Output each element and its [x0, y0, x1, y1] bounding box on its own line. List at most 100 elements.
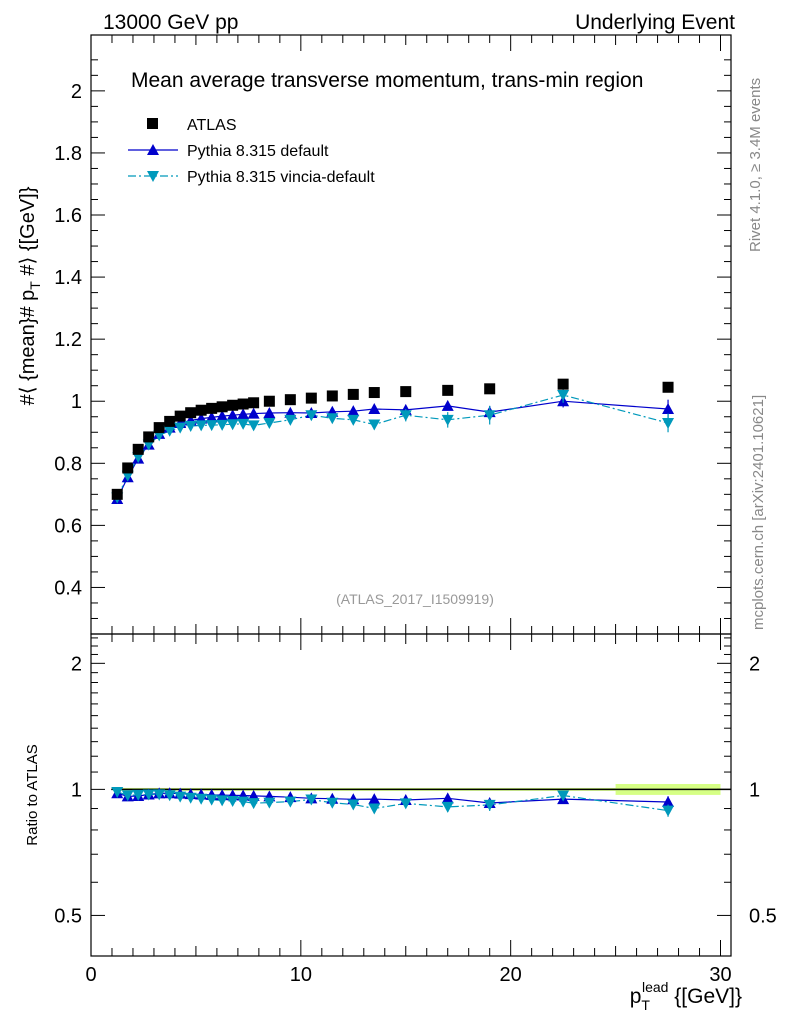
default-point — [263, 407, 276, 419]
ratio-vincia-point — [557, 790, 570, 802]
main-panel: 0.4 0.6 0.8 1 1.2 1.4 1.6 1.8 2 Mean average tra… — [17, 34, 732, 635]
ratio-vincia-point — [142, 789, 155, 801]
vincia-point — [163, 425, 176, 437]
ratio-y-axis-label: Ratio to ATLAS — [24, 744, 41, 845]
default-point — [368, 402, 381, 414]
legend-marker-default — [147, 144, 159, 155]
ratio-vincia-point — [111, 786, 124, 798]
ratio-y-tick-label: 2 — [71, 653, 82, 675]
ratio-vincia-point — [347, 799, 360, 811]
atlas-point — [185, 407, 197, 419]
ratio-vincia-point — [247, 798, 260, 810]
ratio-default-point — [662, 795, 675, 807]
default-point — [216, 410, 229, 422]
main-y-axis-label: #⟨ {mean}# pT #⟩ {[GeV]} — [17, 186, 43, 405]
atlas-point — [400, 386, 412, 398]
legend-label-vincia: Pythia 8.315 vincia-default — [187, 169, 375, 186]
ratio-vincia-point — [153, 789, 166, 801]
default-point — [205, 411, 218, 423]
atlas-point — [206, 402, 218, 414]
vincia-point — [347, 414, 360, 426]
atlas-point — [305, 392, 317, 404]
atlas-point — [143, 431, 155, 443]
main-y-tick-label: 0.8 — [54, 453, 82, 475]
vincia-point — [121, 470, 134, 482]
ratio-vincia-point — [662, 805, 675, 817]
legend-label-atlas: ATLAS — [187, 117, 237, 134]
main-series — [111, 378, 675, 504]
atlas-point — [442, 384, 454, 396]
atlas-point — [153, 422, 165, 434]
ratio-vincia-point — [326, 797, 339, 809]
main-y-tick-label: 1.8 — [54, 143, 82, 165]
ratio-vincia-point — [205, 794, 218, 806]
default-point — [226, 409, 239, 421]
legend-label-default: Pythia 8.315 default — [187, 143, 329, 160]
vincia-point — [368, 419, 381, 431]
ratio-vincia-point — [132, 789, 145, 801]
atlas-point — [237, 398, 249, 410]
vincia-point — [441, 414, 454, 426]
ratio-vincia-point — [237, 796, 250, 808]
ratio-vincia-point — [399, 798, 412, 810]
watermark: (ATLAS_2017_I1509919) — [336, 591, 494, 607]
rivet-label: Rivet 4.1.0, ≥ 3.4M events — [747, 78, 764, 252]
ratio-vincia-point — [284, 796, 297, 808]
legend: ATLAS Pythia 8.315 default Pythia 8.315 … — [128, 117, 375, 186]
ratio-vincia-point — [216, 795, 229, 807]
ratio-y-tick-label-right: 0.5 — [749, 905, 777, 927]
atlas-point — [263, 395, 275, 407]
vincia-point — [263, 417, 276, 429]
vincia-point — [153, 430, 166, 442]
vincia-point — [226, 419, 239, 431]
vincia-point — [399, 410, 412, 422]
default-point — [247, 407, 260, 419]
ratio-vincia-point — [483, 799, 496, 811]
main-y-tick-label: 1.4 — [54, 267, 82, 289]
atlas-point — [347, 388, 359, 400]
ratio-vincia-point — [263, 797, 276, 809]
main-y-tick-label: 0.4 — [54, 577, 82, 599]
ratio-default-point — [368, 793, 381, 805]
atlas-point — [195, 404, 207, 416]
main-y-tick-label: 1 — [71, 391, 82, 413]
x-tick-label: 10 — [290, 964, 312, 986]
x-tick-label: 30 — [709, 964, 731, 986]
main-y-tick-label: 2 — [71, 81, 82, 103]
x-axis-label: pTlead {[GeV]} — [630, 979, 742, 1013]
atlas-point — [326, 390, 338, 402]
default-point — [662, 402, 675, 414]
ratio-y-tick-label-right: 2 — [749, 653, 760, 675]
vincia-point — [184, 421, 197, 433]
ratio-default-point — [247, 789, 260, 801]
mcplots-label: mcplots.cern.ch [arXiv:2401.10621] — [750, 395, 767, 630]
ratio-vincia-point — [184, 792, 197, 804]
atlas-point — [662, 381, 674, 393]
atlas-point — [284, 394, 296, 406]
x-tick-label: 20 — [500, 964, 522, 986]
vincia-point — [142, 439, 155, 451]
vincia-point — [205, 420, 218, 432]
main-ticks: 0.4 0.6 0.8 1 1.2 1.4 1.6 1.8 2 — [54, 35, 731, 634]
legend-marker-atlas — [147, 118, 158, 129]
ratio-vincia-point — [121, 790, 134, 802]
main-y-tick-label: 1.6 — [54, 205, 82, 227]
atlas-point — [557, 378, 569, 390]
ratio-vincia-point — [195, 793, 208, 805]
ratio-vincia-point — [305, 794, 318, 806]
legend-marker-vincia — [147, 171, 159, 182]
atlas-point — [111, 488, 123, 500]
vincia-point — [247, 420, 260, 432]
ratio-vincia-point — [163, 790, 176, 802]
main-title: Mean average transverse momentum, trans-… — [131, 69, 643, 92]
main-y-tick-label: 0.6 — [54, 515, 82, 537]
default-point — [237, 408, 250, 420]
default-point — [347, 405, 360, 417]
vincia-point — [216, 419, 229, 431]
vincia-point — [132, 452, 145, 464]
main-y-tick-label: 1.2 — [54, 329, 82, 351]
ratio-y-tick-label: 1 — [71, 779, 82, 801]
vincia-point — [195, 420, 208, 432]
ratio-band — [111, 783, 731, 795]
ratio-y-tick-label-right: 1 — [749, 779, 760, 801]
